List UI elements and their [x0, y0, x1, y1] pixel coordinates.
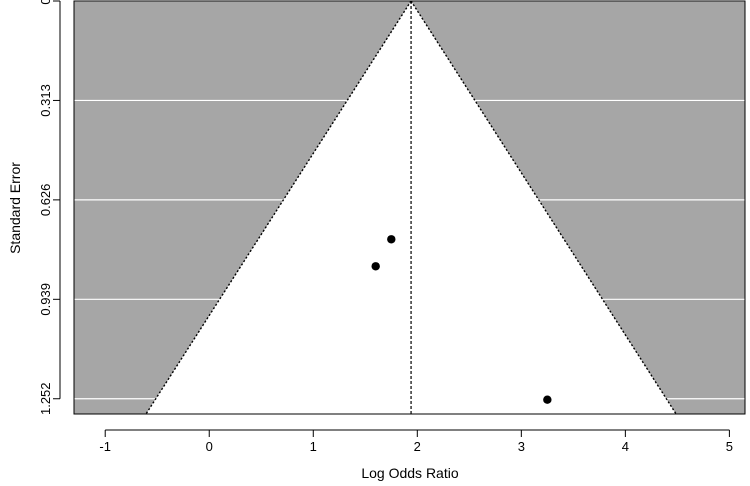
x-tick-label-3: 2 [414, 439, 421, 454]
x-tick-label-0: -1 [99, 439, 111, 454]
data-point-2 [543, 395, 552, 404]
y-tick-label-2: 0.626 [38, 184, 53, 217]
data-points [371, 235, 552, 404]
y-axis-title: Standard Error [7, 162, 23, 254]
plot-frame [73, 0, 746, 415]
x-tick-label-4: 3 [518, 439, 525, 454]
y-tick-label-3: 0.939 [38, 283, 53, 316]
y-axis: 0 0.313 0.626 0.939 1.252 [38, 0, 61, 415]
y-tick-label-1: 0.313 [38, 84, 53, 117]
x-axis-title: Log Odds Ratio [361, 465, 458, 481]
y-tick-label-0: 0 [38, 0, 53, 5]
x-axis: -1 0 1 2 3 4 5 [99, 429, 733, 454]
x-tick-label-5: 4 [622, 439, 629, 454]
funnel-right-boundary [410, 0, 677, 415]
x-tick-label-1: 0 [206, 439, 213, 454]
x-tick-label-6: 5 [726, 439, 733, 454]
y-tick-label-4: 1.252 [38, 382, 53, 415]
data-point-0 [387, 235, 396, 244]
data-point-1 [371, 262, 380, 271]
x-tick-label-2: 1 [310, 439, 317, 454]
funnel-left-boundary [145, 0, 412, 415]
